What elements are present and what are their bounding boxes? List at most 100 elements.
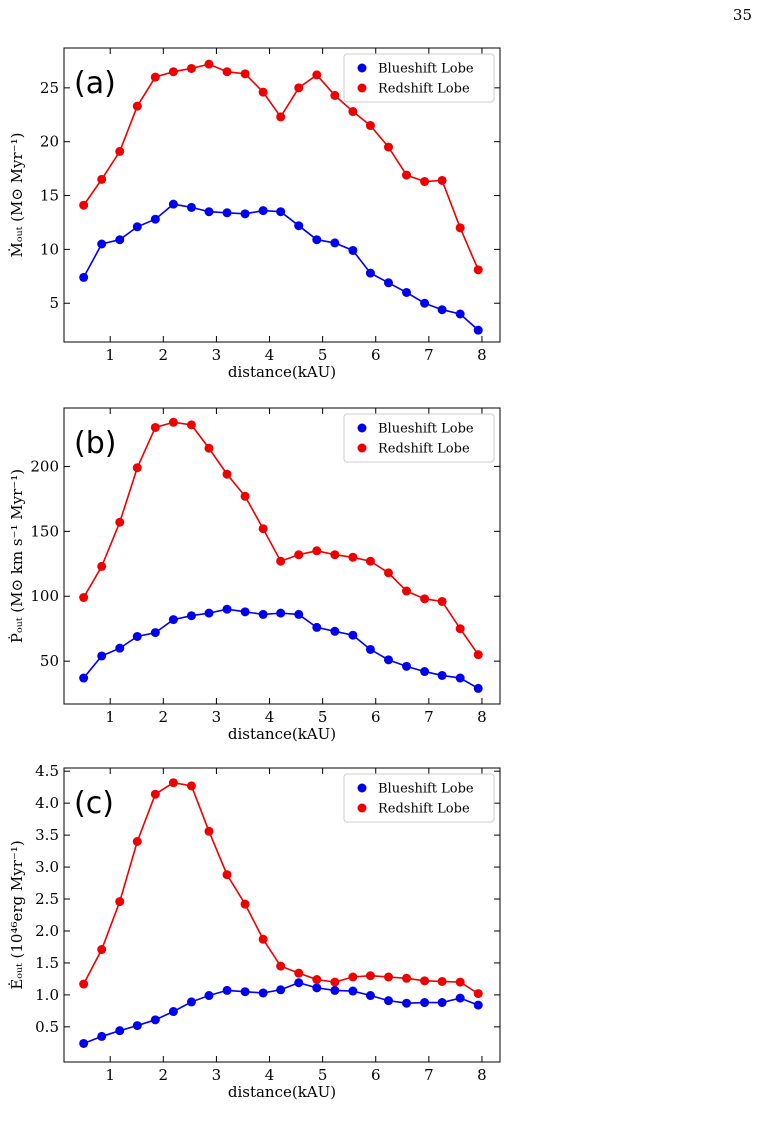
y-tick-label: 150 — [30, 522, 59, 540]
y-tick-label: 2.0 — [35, 922, 59, 940]
data-point — [150, 628, 160, 638]
data-point — [348, 986, 358, 996]
data-point — [240, 607, 250, 617]
data-point — [294, 550, 304, 560]
y-tick-label: 4.5 — [35, 762, 59, 780]
data-point — [204, 443, 214, 453]
data-point — [330, 90, 340, 100]
x-tick-label: 5 — [318, 708, 328, 726]
x-tick-label: 7 — [424, 346, 434, 364]
data-point — [276, 556, 286, 566]
data-point — [330, 977, 340, 987]
data-point — [312, 70, 322, 80]
legend-box — [343, 773, 495, 823]
y-tick-label: 20 — [40, 133, 59, 151]
x-tick-label: 4 — [265, 708, 275, 726]
panel-label: (c) — [74, 786, 114, 821]
x-axis-label: distance(kAU) — [228, 1083, 336, 1101]
data-point — [455, 309, 465, 319]
x-tick-label: 1 — [105, 1066, 115, 1084]
data-point — [168, 199, 178, 209]
data-point — [455, 977, 465, 987]
data-point — [132, 631, 142, 641]
data-point — [437, 305, 447, 315]
data-point — [150, 1015, 160, 1025]
data-point — [132, 222, 142, 232]
data-point — [365, 991, 375, 1001]
data-point — [258, 609, 268, 619]
legend-marker — [357, 783, 367, 793]
legend-marker — [357, 63, 367, 73]
legend-label: Blueshift Lobe — [378, 422, 474, 437]
x-tick-label: 2 — [159, 708, 169, 726]
x-tick-label: 7 — [424, 1066, 434, 1084]
x-tick-label: 4 — [265, 346, 275, 364]
y-tick-label: 200 — [30, 457, 59, 475]
legend-marker — [357, 803, 367, 813]
data-point — [222, 985, 232, 995]
data-point — [115, 643, 125, 653]
data-point — [312, 546, 322, 556]
data-point — [365, 971, 375, 981]
series-line — [82, 203, 479, 331]
x-tick-label: 1 — [105, 346, 115, 364]
data-point — [258, 206, 268, 216]
data-point — [383, 278, 393, 288]
data-point — [402, 586, 412, 596]
data-point — [402, 973, 412, 983]
data-point — [186, 781, 196, 791]
data-point — [150, 214, 160, 224]
data-point — [330, 238, 340, 248]
legend-label: Redshift Lobe — [378, 802, 470, 817]
data-point — [240, 491, 250, 501]
data-point — [383, 655, 393, 665]
data-point — [240, 69, 250, 79]
axes-frame — [63, 407, 501, 705]
y-tick-label: 10 — [40, 240, 59, 258]
data-point — [132, 101, 142, 111]
x-tick-label: 7 — [424, 708, 434, 726]
data-point — [348, 552, 358, 562]
data-point — [168, 67, 178, 77]
data-point — [294, 609, 304, 619]
data-point — [420, 594, 430, 604]
data-point — [473, 989, 483, 999]
data-point — [276, 961, 286, 971]
data-point — [348, 630, 358, 640]
data-point — [97, 945, 107, 955]
data-point — [365, 556, 375, 566]
x-tick-label: 4 — [265, 1066, 275, 1084]
data-point — [348, 107, 358, 117]
data-point — [402, 998, 412, 1008]
legend-label: Redshift Lobe — [378, 442, 470, 457]
data-point — [150, 422, 160, 432]
y-tick-label: 50 — [40, 652, 59, 670]
data-point — [204, 826, 214, 836]
y-tick-label: 5 — [49, 294, 59, 312]
y-tick-label: 3.0 — [35, 858, 59, 876]
data-point — [204, 991, 214, 1001]
x-tick-label: 8 — [477, 1066, 487, 1084]
x-tick-label: 5 — [318, 1066, 328, 1084]
y-tick-label: 3.5 — [35, 826, 59, 844]
data-point — [168, 778, 178, 788]
data-point — [420, 667, 430, 677]
data-point — [150, 789, 160, 799]
data-point — [330, 550, 340, 560]
x-tick-label: 2 — [159, 346, 169, 364]
data-point — [420, 998, 430, 1008]
data-point — [437, 175, 447, 185]
data-point — [150, 72, 160, 82]
data-point — [276, 985, 286, 995]
data-point — [186, 202, 196, 212]
data-point — [420, 976, 430, 986]
data-point — [79, 200, 89, 210]
data-point — [402, 170, 412, 180]
data-point — [437, 976, 447, 986]
data-point — [312, 622, 322, 632]
data-point — [132, 463, 142, 473]
y-tick-label: 1.5 — [35, 954, 59, 972]
data-point — [455, 624, 465, 634]
x-axis-label: distance(kAU) — [228, 363, 336, 381]
data-point — [115, 146, 125, 156]
